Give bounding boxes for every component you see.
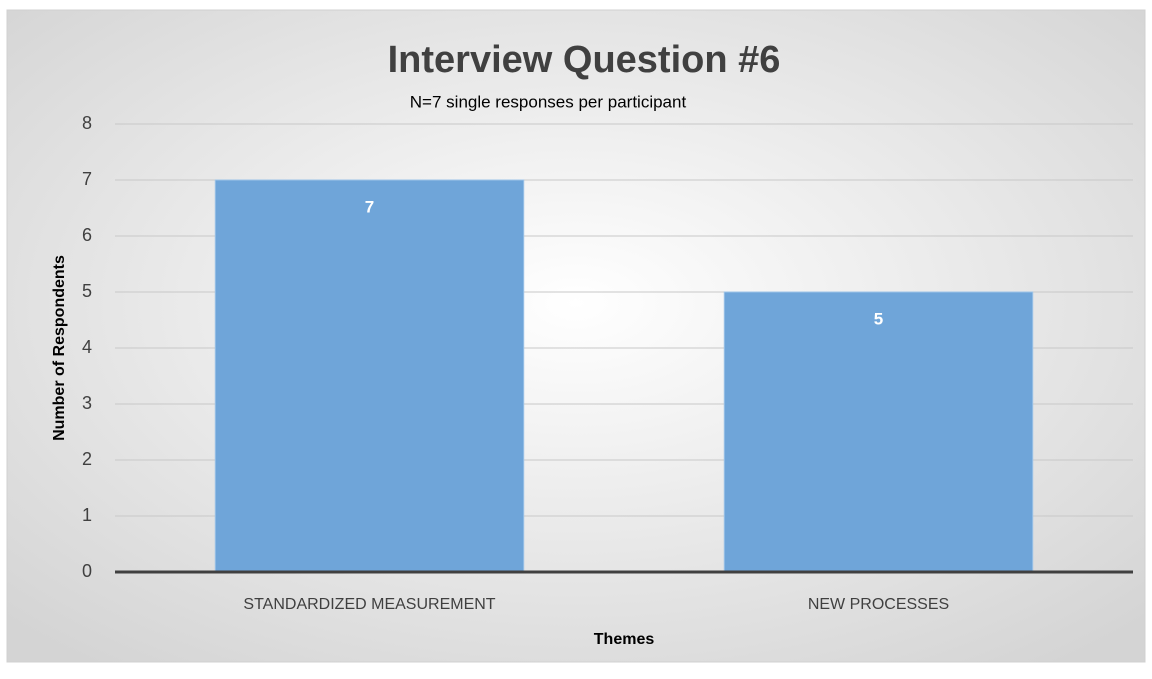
y-tick-label: 3 (82, 393, 92, 413)
y-tick-label: 1 (82, 505, 92, 525)
y-tick-label: 8 (82, 113, 92, 133)
y-tick-label: 5 (82, 281, 92, 301)
chart-title: Interview Question #6 (388, 39, 781, 81)
x-axis-title: Themes (594, 631, 655, 648)
y-tick-label: 7 (82, 169, 92, 189)
y-tick-label: 6 (82, 225, 92, 245)
data-label: 5 (874, 309, 883, 328)
y-tick-label: 2 (82, 449, 92, 469)
x-tick-label: NEW PROCESSES (808, 596, 949, 613)
y-tick-label: 0 (82, 561, 92, 581)
bar (214, 179, 525, 573)
chart-subtitle: N=7 single responses per participant (410, 92, 687, 111)
data-label: 7 (365, 197, 374, 216)
bar (723, 291, 1034, 573)
y-tick-label: 4 (82, 337, 92, 357)
y-axis-title: Number of Respondents (51, 255, 68, 441)
x-tick-label: STANDARDIZED MEASUREMENT (243, 596, 495, 613)
